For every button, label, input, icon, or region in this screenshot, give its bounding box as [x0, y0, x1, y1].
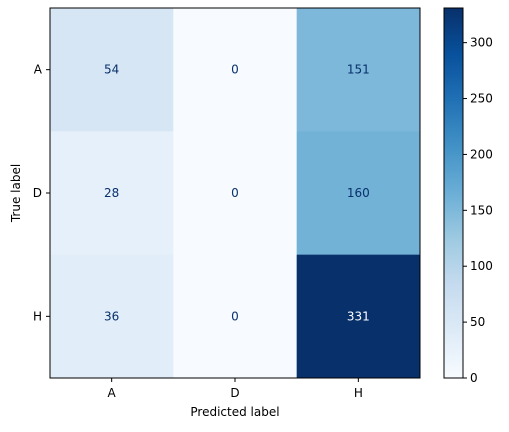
- colorbar-tick-label: 100: [470, 259, 493, 273]
- matrix-cell-labels: 54 0 151 28 0 160 36 0 331: [104, 63, 370, 324]
- cell-value-label: 151: [347, 63, 370, 77]
- cell-value-label: 28: [104, 186, 119, 200]
- matrix-cells: [50, 8, 421, 379]
- colorbar-tick-label: 0: [470, 371, 478, 385]
- cell-value-label: 0: [231, 63, 239, 77]
- y-tick-label: A: [34, 63, 43, 77]
- cell-value-label: 331: [347, 309, 370, 323]
- cell-value-label: 0: [231, 309, 239, 323]
- y-axis-ticks: A D H: [33, 63, 50, 323]
- heatmap-cell: [296, 8, 421, 132]
- heatmap-cell: [173, 131, 298, 256]
- y-axis-label: True label: [9, 164, 23, 223]
- colorbar-tick-label: 300: [470, 36, 493, 50]
- heatmap-cell: [296, 254, 421, 379]
- heatmap-cell: [296, 131, 421, 256]
- x-axis-label: Predicted label: [190, 405, 279, 419]
- heatmap-cell: [173, 8, 298, 132]
- cell-value-label: 54: [104, 63, 119, 77]
- y-tick-label: D: [33, 186, 42, 200]
- colorbar-ticks: 0 50 100 150 200 250 300: [463, 36, 493, 385]
- colorbar: [443, 7, 464, 379]
- x-tick-label: D: [230, 386, 239, 400]
- cell-value-label: 0: [231, 186, 239, 200]
- heatmap-cell: [50, 131, 174, 256]
- colorbar-tick-label: 200: [470, 147, 493, 161]
- x-tick-label: A: [108, 386, 117, 400]
- cell-value-label: 36: [104, 309, 119, 323]
- colorbar-tick-label: 150: [470, 203, 493, 217]
- x-tick-label: H: [354, 386, 363, 400]
- colorbar-tick-label: 250: [470, 92, 493, 106]
- cell-value-label: 160: [347, 186, 370, 200]
- colorbar-tick-label: 50: [470, 315, 485, 329]
- heatmap-cell: [50, 254, 174, 379]
- heatmap-cell: [50, 8, 174, 132]
- heatmap-cell: [173, 254, 298, 379]
- y-tick-label: H: [33, 309, 42, 323]
